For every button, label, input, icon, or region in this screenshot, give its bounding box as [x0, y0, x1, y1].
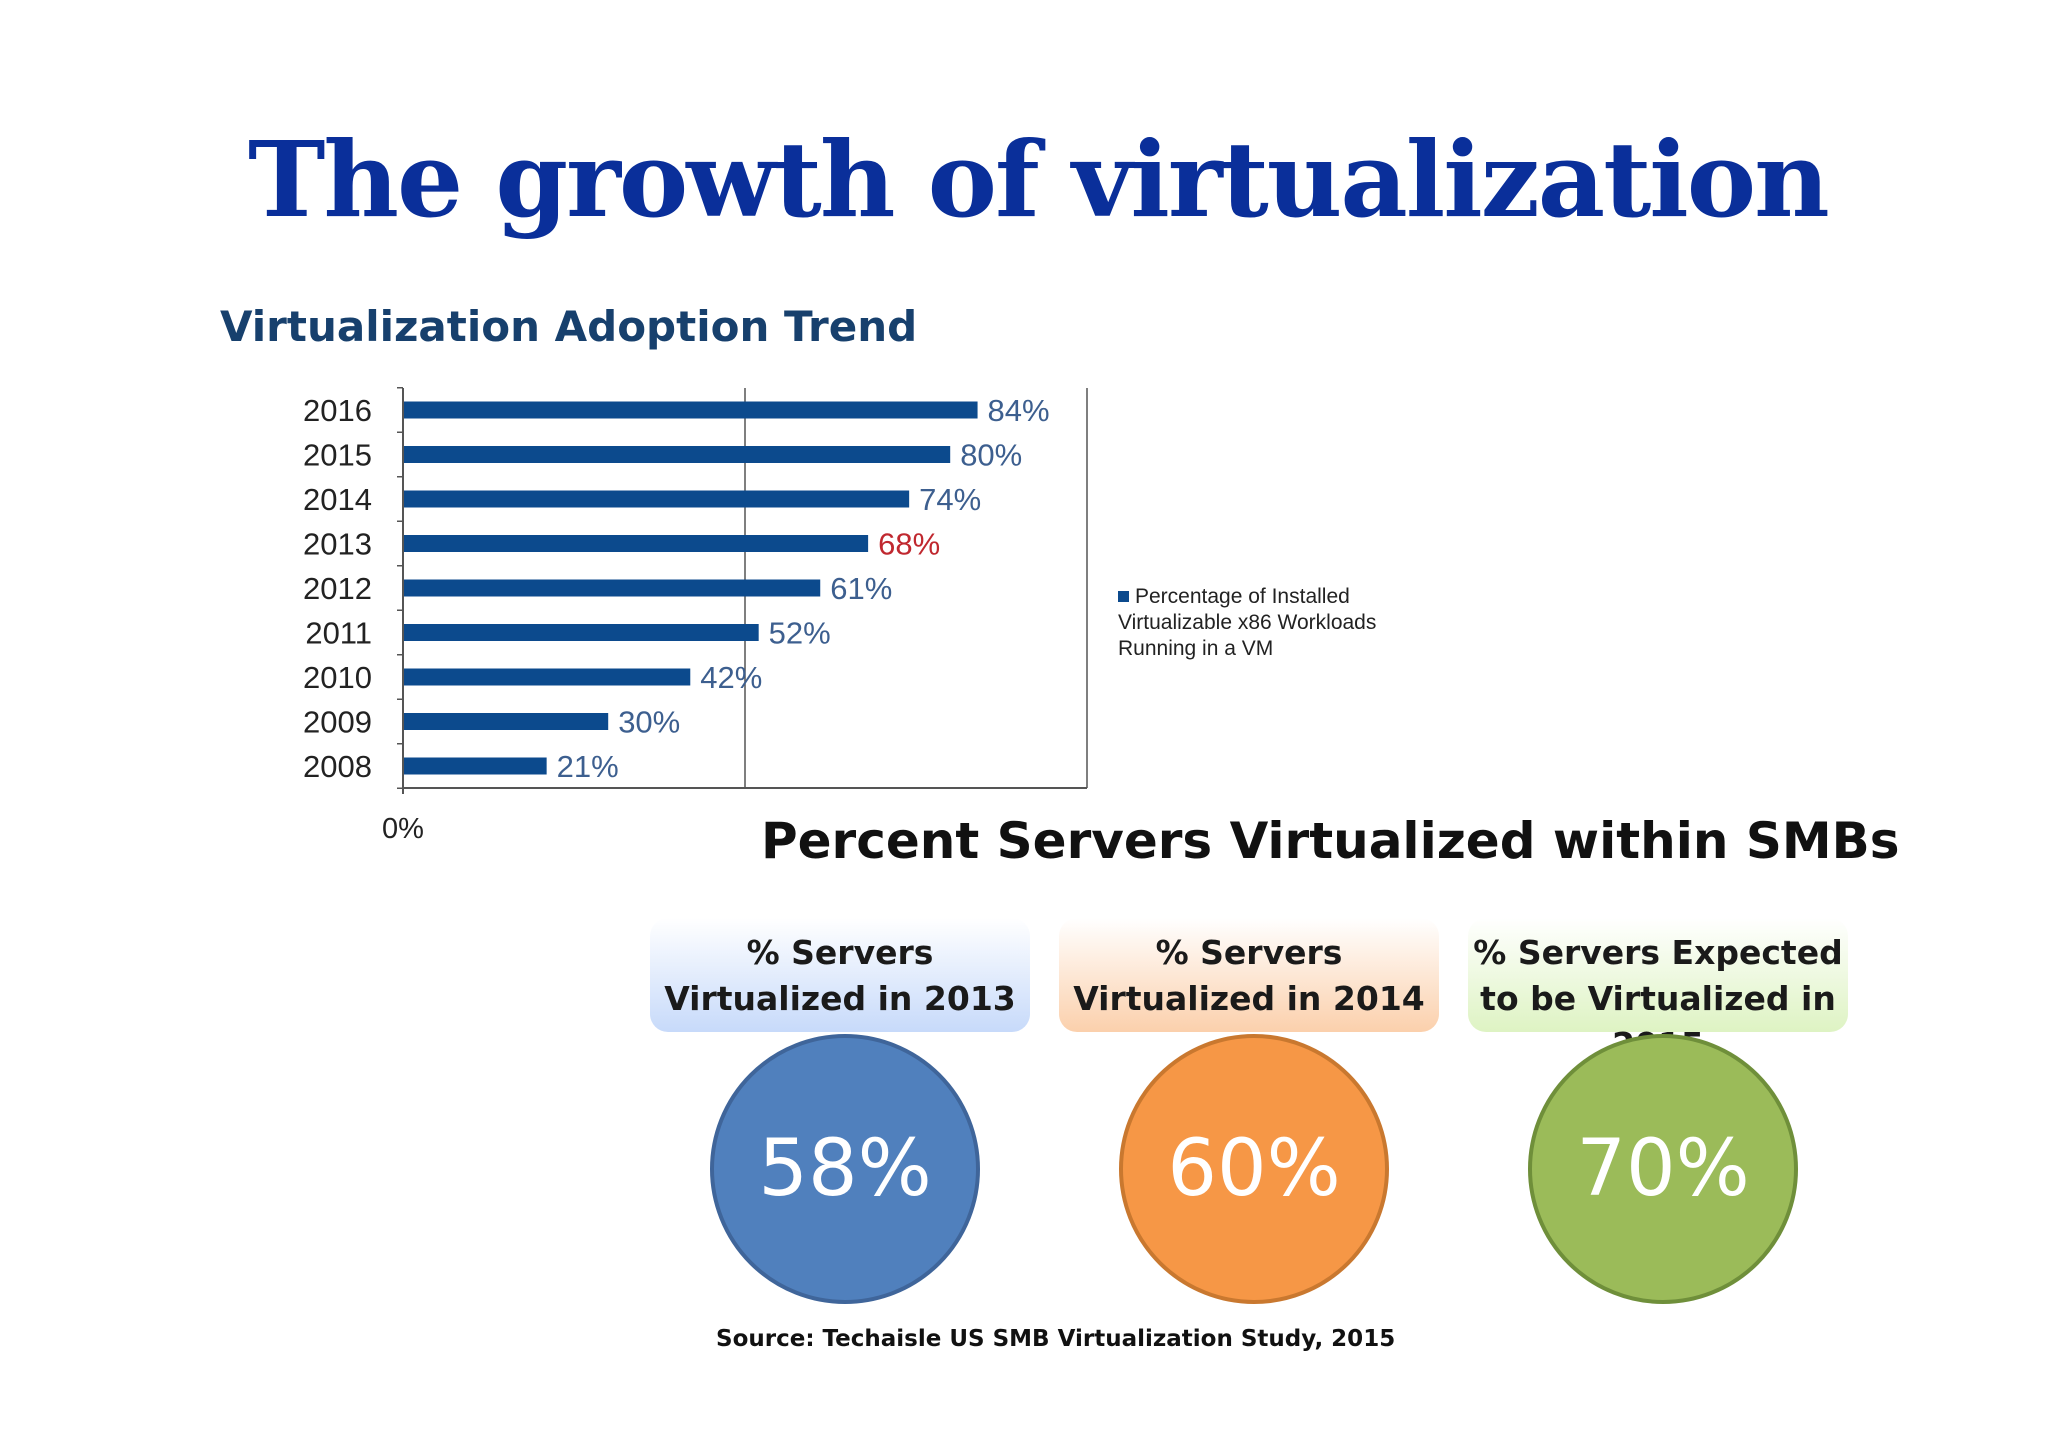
legend-swatch [1118, 591, 1129, 602]
adoption-bar-chart: 2016 84% 2015 80% 2014 74% 2013 68% 2012 61% 2011 5… [303, 387, 1088, 845]
slide-title: The growth of virtualization [248, 118, 1830, 241]
bar-2016 [404, 401, 978, 419]
data-label-2013: 68% [878, 527, 940, 562]
x-tick-label: 0% [382, 813, 424, 845]
y-tick-label-2010: 2010 [303, 660, 372, 695]
bar-2008 [404, 757, 547, 775]
bar-2014 [404, 490, 910, 508]
bar-2010 [404, 668, 691, 686]
y-tick-label-2012: 2012 [303, 571, 372, 606]
stat-circle-2013: 58% [710, 1034, 980, 1304]
chart-title: Virtualization Adoption Trend [220, 302, 918, 351]
stat-card-header-2013: % Servers Virtualized in 2013 [650, 918, 1030, 1032]
data-label-2016: 84% [988, 393, 1050, 428]
y-tick-label-2015: 2015 [303, 438, 372, 473]
stat-circle-2015: 70% [1528, 1034, 1798, 1304]
y-tick-label-2008: 2008 [303, 749, 372, 784]
bar-2013 [404, 535, 869, 552]
y-tick-label-2013: 2013 [303, 527, 372, 562]
stat-card-header-2014: % Servers Virtualized in 2014 [1059, 918, 1439, 1032]
y-tick-label-2016: 2016 [303, 393, 372, 428]
legend-label: Percentage of Installed Virtualizable x8… [1118, 585, 1377, 660]
bar-2015 [404, 446, 951, 463]
stat-circle-2014: 60% [1119, 1034, 1389, 1304]
smb-section-title: Percent Servers Virtualized within SMBs [761, 812, 1900, 870]
data-label-2012: 61% [830, 571, 892, 606]
source-note: Source: Techaisle US SMB Virtualization … [716, 1326, 1396, 1352]
chart-legend: Percentage of Installed Virtualizable x8… [1118, 584, 1418, 662]
data-label-2010: 42% [700, 660, 762, 695]
data-label-2008: 21% [557, 749, 619, 784]
bar-2009 [404, 713, 609, 730]
bar-2012 [404, 579, 821, 597]
data-label-2011: 52% [769, 616, 831, 651]
bar-2011 [404, 624, 759, 641]
data-label-2015: 80% [960, 438, 1022, 473]
y-tick-label-2009: 2009 [303, 705, 372, 740]
data-label-2009: 30% [618, 705, 680, 740]
stat-card-header-2015: % Servers Expected to be Virtualized in … [1468, 918, 1848, 1064]
y-tick-label-2014: 2014 [303, 482, 372, 517]
data-label-2014: 74% [919, 482, 981, 517]
y-tick-label-2011: 2011 [305, 616, 372, 651]
